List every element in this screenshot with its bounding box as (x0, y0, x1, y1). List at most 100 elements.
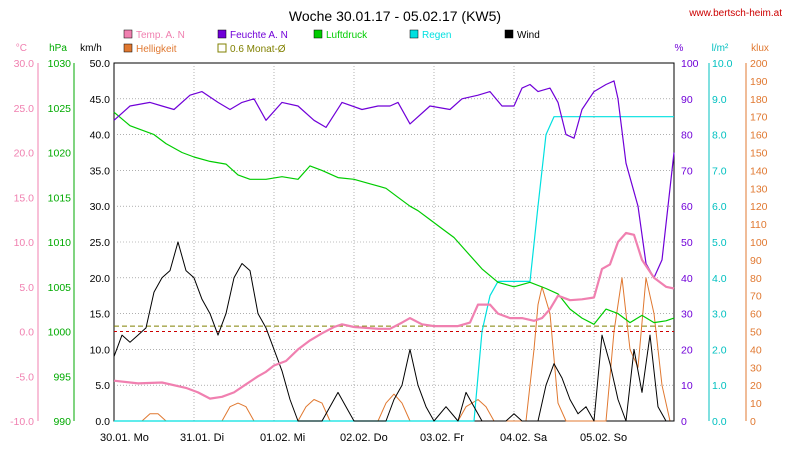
pressure-axis-tick: 1015 (48, 192, 72, 204)
wind-axis-tick: 40.0 (90, 130, 111, 142)
humidity-axis-tick: 0 (681, 416, 687, 428)
lux-axis-tick: 10 (750, 398, 762, 410)
legend-swatch-temp (123, 29, 133, 39)
lux-axis-tick: 100 (750, 237, 768, 249)
unit-humidity: % (675, 43, 684, 54)
series-temp (113, 231, 675, 400)
legend-swatch-luftdruck (313, 29, 323, 39)
rain-axis-tick: 3.0 (712, 309, 727, 321)
rain-axis-tick: 6.0 (712, 201, 727, 213)
lux-axis-tick: 0 (750, 416, 756, 428)
rain-axis-tick: 10.0 (712, 58, 733, 70)
rain-axis-tick: 5.0 (712, 237, 727, 249)
humidity-axis-tick: 90 (681, 94, 693, 106)
wind-axis-tick: 15.0 (90, 309, 111, 321)
x-tick-label: 30.01. Mo (100, 432, 149, 444)
wind-axis-tick: 45.0 (90, 94, 111, 106)
wind-axis-tick: 25.0 (90, 237, 111, 249)
rain-axis-tick: 1.0 (712, 380, 727, 392)
lux-axis-tick: 70 (750, 291, 762, 303)
humidity-axis-tick: 30 (681, 309, 693, 321)
rain-axis-tick: 2.0 (712, 344, 727, 356)
pressure-axis-tick: 990 (53, 416, 71, 428)
unit-wind: km/h (80, 43, 102, 54)
legend-swatch-monat (217, 43, 227, 53)
temp-axis-tick: -5.0 (16, 371, 34, 383)
x-tick-label: 03.02. Fr (420, 432, 464, 444)
pressure-axis-tick: 1005 (48, 282, 72, 294)
legend-swatch-helligkeit (123, 43, 133, 53)
unit-pressure: hPa (49, 43, 67, 54)
grid (114, 63, 674, 421)
unit-lux: klux (751, 43, 769, 54)
temp-axis-tick: 20.0 (14, 148, 35, 160)
lux-axis-tick: 60 (750, 309, 762, 321)
chart-title: Woche 30.01.17 - 05.02.17 (KW5) (289, 8, 501, 24)
unit-temp: °C (16, 43, 27, 54)
legend-label-luftdruck: Luftdruck (326, 30, 368, 41)
legend-label-feuchte: Feuchte A. N (230, 30, 288, 41)
legend-swatch-wind (504, 29, 514, 39)
legend-swatch-regen (409, 29, 419, 39)
series-luftdruck (113, 111, 675, 325)
unit-rain: l/m² (712, 43, 729, 54)
wind-axis-tick: 20.0 (90, 273, 111, 285)
legend-swatch-feuchte (217, 29, 227, 39)
pressure-axis-tick: 1020 (48, 148, 72, 160)
humidity-axis-tick: 50 (681, 237, 693, 249)
lux-axis-tick: 140 (750, 165, 768, 177)
series-layer (113, 80, 675, 422)
lux-axis-tick: 120 (750, 201, 768, 213)
wind-axis-tick: 0.0 (95, 416, 110, 428)
temp-axis-tick: 15.0 (14, 192, 35, 204)
humidity-axis-tick: 70 (681, 165, 693, 177)
legend-label-wind: Wind (517, 30, 540, 41)
humidity-axis-tick: 20 (681, 344, 693, 356)
legend-label-helligkeit: Helligkeit (136, 44, 177, 55)
lux-axis-tick: 80 (750, 273, 762, 285)
x-tick-label: 01.02. Mi (260, 432, 305, 444)
rain-axis-tick: 0.0 (712, 416, 727, 428)
lux-axis-tick: 180 (750, 94, 768, 106)
legend: Temp. A. N Feuchte A. N Luftdruck Regen Wind… (123, 29, 540, 55)
temp-axis-tick: 10.0 (14, 237, 35, 249)
lux-axis-tick: 150 (750, 148, 768, 160)
x-tick-label: 02.02. Do (340, 432, 388, 444)
pressure-axis-tick: 995 (53, 371, 71, 383)
lux-axis-tick: 20 (750, 380, 762, 392)
lux-axis-tick: 90 (750, 255, 762, 267)
legend-label-temp: Temp. A. N (136, 30, 185, 41)
x-tick-label: 04.02. Sa (500, 432, 548, 444)
rain-axis-tick: 8.0 (712, 130, 727, 142)
x-tick-label: 31.01. Di (180, 432, 224, 444)
wind-axis-tick: 10.0 (90, 344, 111, 356)
series-feuchte (113, 80, 675, 279)
lux-axis-tick: 200 (750, 58, 768, 70)
temp-axis-tick: 0.0 (19, 327, 34, 339)
legend-label-regen: Regen (422, 30, 451, 41)
humidity-axis-tick: 60 (681, 201, 693, 213)
lux-axis-tick: 110 (750, 219, 767, 231)
temp-axis-tick: -10.0 (10, 416, 34, 428)
axes: 30.01. Mo 31.01. Di 01.02. Mi 02.02. Do 03.0… (10, 58, 768, 444)
pressure-axis-tick: 1010 (48, 237, 72, 249)
rain-axis-tick: 4.0 (712, 273, 727, 285)
humidity-axis-tick: 10 (681, 380, 693, 392)
lux-axis-tick: 30 (750, 362, 762, 374)
wind-axis-tick: 5.0 (95, 380, 110, 392)
legend-label-monat: 0.6 Monat-Ø (230, 44, 286, 55)
credit-link[interactable]: www.bertsch-heim.at (688, 8, 782, 19)
rain-axis-tick: 9.0 (712, 94, 727, 106)
lux-axis-tick: 160 (750, 130, 768, 142)
wind-axis-tick: 30.0 (90, 201, 111, 213)
pressure-axis-tick: 1000 (48, 327, 72, 339)
humidity-axis-tick: 80 (681, 130, 693, 142)
humidity-axis-tick: 40 (681, 273, 693, 285)
lux-axis-tick: 190 (750, 76, 768, 88)
lux-axis-tick: 40 (750, 344, 762, 356)
temp-axis-tick: 5.0 (19, 282, 34, 294)
lux-axis-tick: 50 (750, 327, 762, 339)
pressure-axis-tick: 1025 (48, 103, 72, 115)
series-wind (113, 241, 674, 422)
